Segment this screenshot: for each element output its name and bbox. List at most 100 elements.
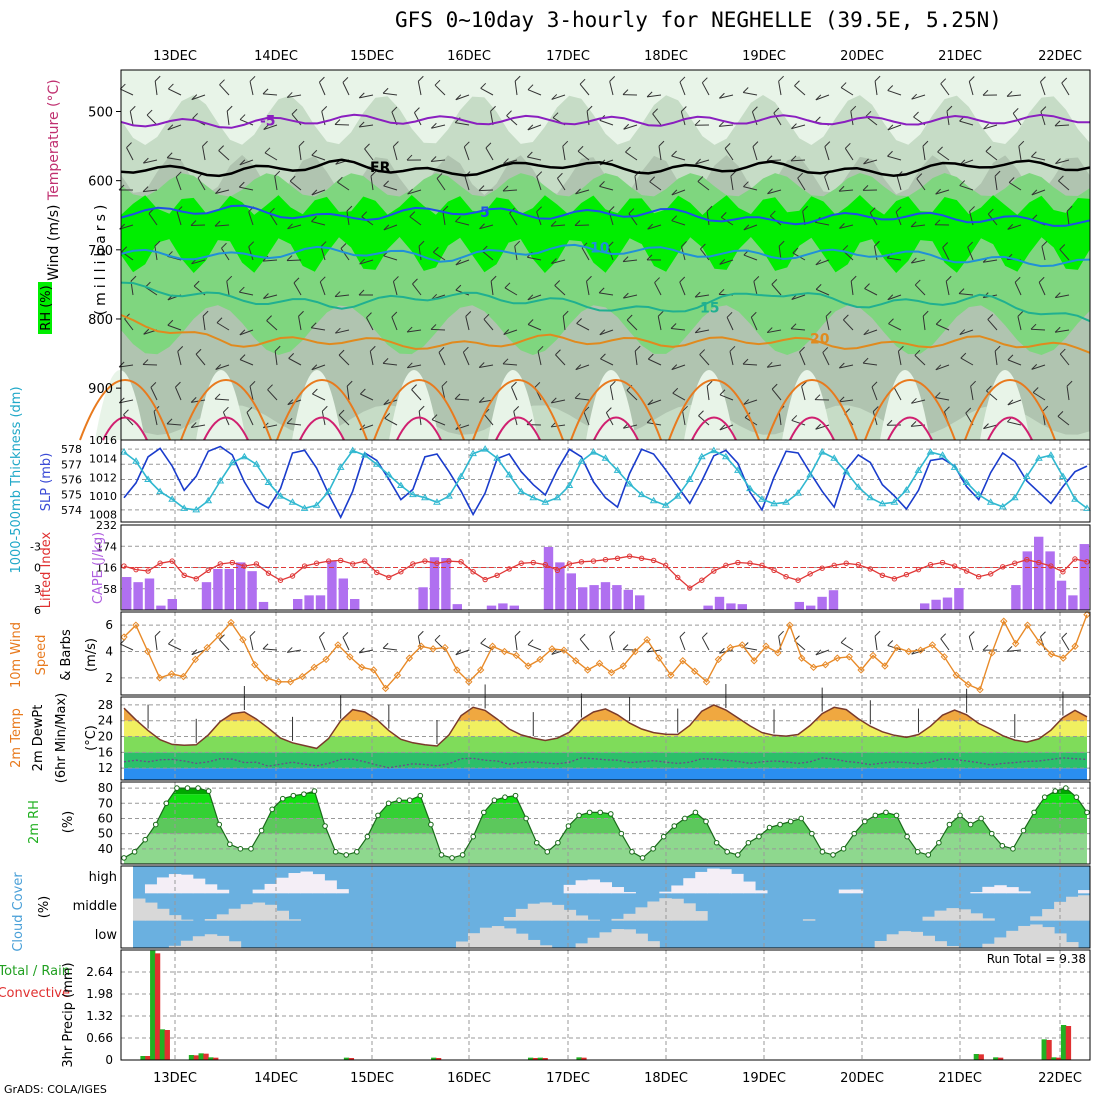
rh-point bbox=[258, 827, 265, 834]
temp-tick-label: 12 bbox=[98, 761, 113, 775]
wind-barb bbox=[511, 386, 518, 401]
wind-barb bbox=[671, 155, 686, 161]
wind-barb-flag bbox=[338, 409, 345, 416]
wind-speed-point bbox=[262, 674, 271, 682]
cloud-cell bbox=[611, 918, 624, 921]
wind-barb bbox=[369, 351, 374, 366]
wind-speed-point bbox=[857, 666, 865, 674]
thickness-point bbox=[348, 446, 357, 454]
wind-barb-flag bbox=[983, 123, 989, 130]
wind-barb-flag bbox=[671, 189, 678, 196]
thickness-point bbox=[216, 477, 225, 484]
wind-barb bbox=[719, 94, 734, 99]
cape-tick-label: 232 bbox=[96, 519, 117, 532]
wind-barb bbox=[824, 176, 830, 191]
wind-barb-flag bbox=[249, 630, 256, 637]
wind-speed-point bbox=[215, 632, 223, 640]
temp-contour bbox=[120, 281, 1091, 323]
wind-barb bbox=[1055, 294, 1070, 299]
wind-barb-flag bbox=[940, 78, 947, 85]
wind-barb-flag bbox=[935, 318, 942, 325]
rh-point bbox=[809, 830, 815, 837]
rh-point bbox=[216, 821, 223, 828]
wind-barb-flag bbox=[191, 94, 198, 100]
cloud-cell bbox=[659, 891, 672, 894]
precip-tick-label: 2.64 bbox=[86, 965, 113, 979]
precip-convective-legend: Convective bbox=[0, 986, 70, 1001]
thickness-tick-label: 578 bbox=[61, 443, 82, 456]
wind-barb bbox=[1059, 249, 1070, 261]
wind-barb bbox=[896, 176, 902, 191]
wind-barb bbox=[407, 364, 422, 369]
wind-barb-flag bbox=[223, 406, 229, 413]
rh-point bbox=[555, 839, 561, 846]
wind-barb bbox=[914, 284, 926, 296]
rh-band bbox=[124, 803, 1087, 819]
li-point bbox=[217, 561, 224, 567]
cloud-cell bbox=[934, 910, 947, 921]
rh-dry-column bbox=[196, 370, 246, 440]
wind-barb bbox=[360, 393, 374, 401]
wind-barb-flag bbox=[922, 140, 929, 147]
wind-barb-flag bbox=[293, 277, 300, 284]
wind-barb bbox=[318, 636, 326, 651]
wind-barb bbox=[985, 151, 998, 161]
wind-barb bbox=[298, 316, 302, 331]
wind-speed-point bbox=[476, 666, 485, 674]
li-point bbox=[422, 558, 428, 564]
wind-barb bbox=[1030, 328, 1046, 331]
wind-barb-flag bbox=[167, 124, 174, 131]
wind-barb bbox=[599, 329, 614, 336]
wind-barb-flag bbox=[150, 382, 157, 388]
thickness-point bbox=[1047, 451, 1055, 458]
wind-barb bbox=[623, 259, 638, 263]
wind-barb-flag bbox=[454, 393, 461, 400]
wind-barb-flag bbox=[838, 396, 845, 403]
thickness-point bbox=[493, 454, 502, 461]
wind-barb bbox=[287, 224, 302, 230]
wind-barb bbox=[935, 364, 950, 371]
wind-speed-point bbox=[417, 642, 425, 650]
wind-barb-flag bbox=[586, 275, 592, 282]
wind-barb bbox=[366, 317, 374, 331]
wind-barb bbox=[599, 185, 614, 191]
thickness-point bbox=[709, 446, 718, 454]
thickness-point bbox=[734, 466, 742, 473]
wind-barb-flag bbox=[850, 105, 857, 112]
li-point bbox=[470, 569, 476, 575]
wind-barb-flag bbox=[700, 243, 706, 250]
wind-barb bbox=[503, 189, 518, 192]
li-point bbox=[169, 558, 175, 564]
cloud-cell bbox=[288, 919, 301, 921]
wind-barb-flag bbox=[479, 223, 485, 230]
wind-barb bbox=[1057, 415, 1070, 426]
wind-speed-point bbox=[750, 657, 758, 665]
wind-barb-flag bbox=[346, 380, 353, 387]
wind-barb-flag bbox=[1054, 326, 1061, 333]
wind-speed-point bbox=[833, 654, 842, 662]
wind-barb bbox=[191, 424, 206, 428]
wind-barb-flag bbox=[652, 108, 658, 115]
li-point bbox=[831, 562, 837, 569]
thickness-point bbox=[926, 448, 935, 455]
wind-barb-flag bbox=[887, 294, 894, 301]
wind-barb-flag bbox=[478, 185, 485, 191]
wind-barb-flag bbox=[239, 159, 246, 166]
cloud-cell bbox=[324, 880, 337, 894]
wind-barb-flag bbox=[239, 354, 246, 360]
wind-barb bbox=[699, 354, 710, 366]
cloud-cell bbox=[563, 909, 577, 921]
wind-barb bbox=[383, 362, 398, 366]
wind-barb-flag bbox=[441, 380, 448, 387]
rh-point bbox=[375, 812, 381, 819]
temp-contour-label: -5 bbox=[260, 114, 276, 130]
wind-barb bbox=[431, 419, 446, 426]
wind-barb-flag bbox=[579, 633, 586, 640]
wind-barb bbox=[168, 643, 182, 651]
wind-barb bbox=[239, 359, 254, 366]
temp-frame bbox=[120, 696, 1091, 781]
wind-barb bbox=[124, 318, 134, 331]
cape-bar bbox=[509, 605, 519, 610]
cloud-cell bbox=[838, 889, 852, 894]
wind-barb-flag bbox=[969, 206, 975, 212]
